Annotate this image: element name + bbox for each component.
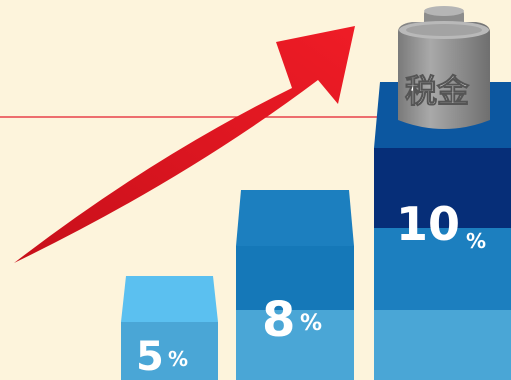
bar-10-value: 10: [396, 197, 460, 251]
bar-8-unit: %: [300, 311, 322, 336]
upward-trend-arrow-icon: [14, 26, 355, 263]
weight-icon: 税金: [398, 6, 490, 129]
bar-5-unit: %: [168, 347, 188, 371]
weight-label: 税金: [405, 72, 470, 110]
bar-10-unit: %: [466, 229, 486, 253]
bar-8-value: 8: [262, 292, 295, 348]
bar-8-percent: 8 %: [236, 190, 354, 380]
bar-5-percent: 5 %: [121, 276, 218, 380]
bar-5-value: 5: [136, 334, 164, 380]
